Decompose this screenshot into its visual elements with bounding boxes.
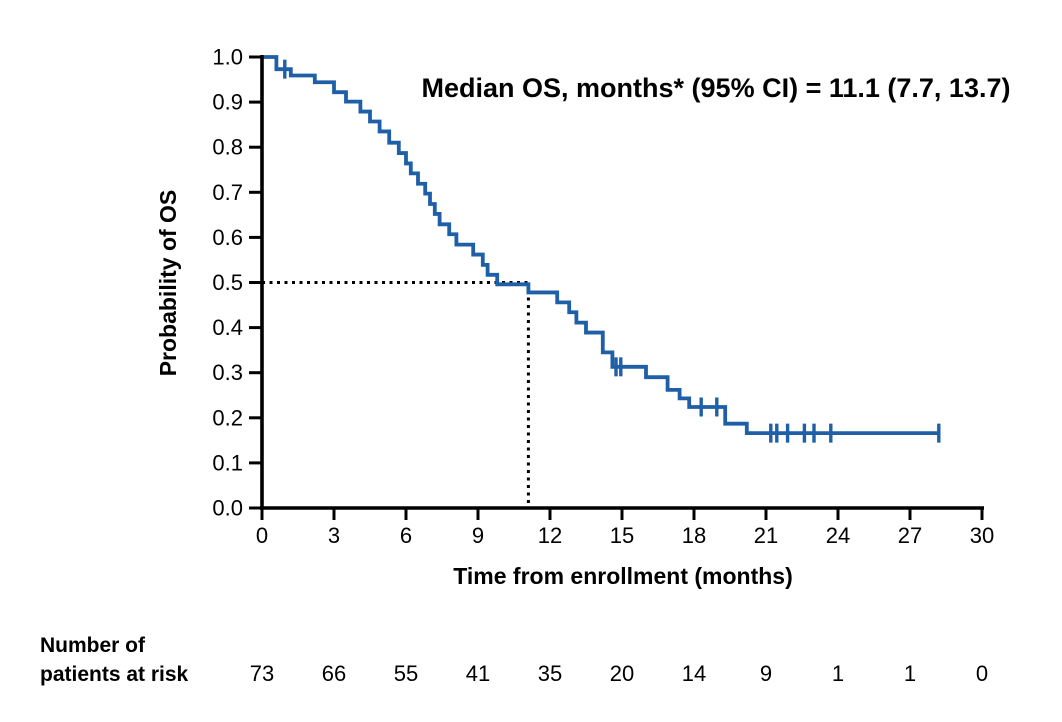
x-axis-tick-label: 3 xyxy=(328,523,340,548)
at-risk-value: 14 xyxy=(682,661,706,686)
y-axis-tick-label: 0.2 xyxy=(212,405,243,430)
x-axis-tick-label: 24 xyxy=(826,523,850,548)
y-axis-tick-label: 0.6 xyxy=(212,225,243,250)
y-axis-tick-label: 0.5 xyxy=(212,270,243,295)
x-axis-tick-label: 6 xyxy=(400,523,412,548)
km-curve xyxy=(262,55,939,436)
axes-layer xyxy=(249,55,984,520)
y-axis-tick-label: 0.9 xyxy=(212,90,243,115)
at-risk-values-layer: 73 66 55 41 35 20 14 9 1 1 0 xyxy=(250,661,988,686)
at-risk-value: 1 xyxy=(904,661,916,686)
x-axis-tick-label: 9 xyxy=(472,523,484,548)
x-axis-tick-label: 0 xyxy=(256,523,268,548)
x-axis-tick-label: 15 xyxy=(610,523,634,548)
at-risk-value: 9 xyxy=(760,661,772,686)
y-axis-tick-label: 0.4 xyxy=(212,315,243,340)
x-axis-tick-label: 30 xyxy=(970,523,994,548)
survival-curve-layer xyxy=(262,55,941,443)
y-axis-title: Probability of OS xyxy=(155,190,181,377)
median-annotation: Median OS, months* (95% CI) = 11.1 (7.7,… xyxy=(422,73,1011,103)
x-axis-tick-label: 12 xyxy=(538,523,562,548)
at-risk-label-line2: patients at risk xyxy=(40,663,189,686)
at-risk-value: 1 xyxy=(832,661,844,686)
at-risk-value: 55 xyxy=(394,661,418,686)
y-axis-tick-label: 1.0 xyxy=(212,45,243,70)
y-axis-tick-label: 0.3 xyxy=(212,360,243,385)
x-axis-tick-label: 21 xyxy=(754,523,778,548)
at-risk-label-line1: Number of xyxy=(40,634,146,657)
y-axis-tick-label: 0.1 xyxy=(212,450,243,475)
x-axis-tick-label: 27 xyxy=(898,523,922,548)
x-axis-tick-label: 18 xyxy=(682,523,706,548)
median-reference-lines xyxy=(262,281,530,508)
at-risk-value: 73 xyxy=(250,661,274,686)
tick-labels-layer: 0 3 6 9 12 15 18 21 24 27 30 0.0 0.1 0.2 0.3 0.4 0.5 0.6 0… xyxy=(212,45,994,549)
at-risk-value: 0 xyxy=(976,661,988,686)
x-axis-title: Time from enrollment (months) xyxy=(453,563,793,589)
at-risk-value: 41 xyxy=(466,661,490,686)
y-axis-tick-label: 0.7 xyxy=(212,180,243,205)
at-risk-value: 66 xyxy=(322,661,346,686)
y-axis-tick-label: 0.8 xyxy=(212,135,243,160)
at-risk-value: 35 xyxy=(538,661,562,686)
y-axis-tick-label: 0.0 xyxy=(212,496,243,521)
at-risk-value: 20 xyxy=(610,661,634,686)
